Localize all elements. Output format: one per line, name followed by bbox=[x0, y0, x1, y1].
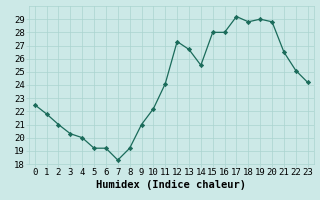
X-axis label: Humidex (Indice chaleur): Humidex (Indice chaleur) bbox=[96, 180, 246, 190]
